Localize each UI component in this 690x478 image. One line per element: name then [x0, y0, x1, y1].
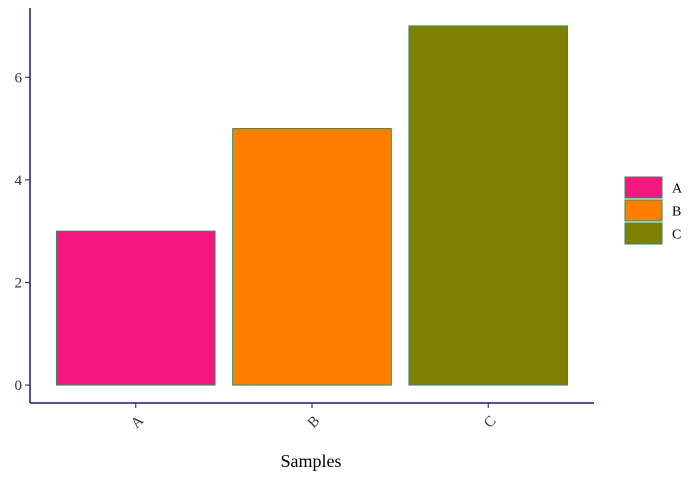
x-tick-label: A: [128, 413, 147, 432]
y-tick-label: 6: [15, 70, 23, 86]
y-tick-label: 0: [15, 378, 23, 394]
legend-key-b: [624, 199, 663, 222]
x-axis-title: Samples: [281, 451, 342, 471]
legend-label-c: C: [672, 228, 681, 243]
legend-label-b: B: [672, 205, 681, 220]
x-tick-label: B: [305, 413, 323, 431]
bar-b: [232, 128, 392, 386]
bar-a: [55, 230, 216, 386]
axes-layer: 0 2 4 6 A B C: [15, 8, 594, 432]
bar-c: [408, 25, 569, 386]
x-tick-label: C: [481, 413, 499, 431]
y-tick-label: 2: [15, 275, 23, 291]
legend-key-a: [624, 176, 663, 199]
legend-label-a: A: [672, 182, 683, 197]
bars-layer: [55, 25, 569, 386]
legend-key-c: [624, 222, 663, 245]
y-tick-label: 4: [15, 173, 23, 189]
legend: ABC: [624, 176, 683, 245]
